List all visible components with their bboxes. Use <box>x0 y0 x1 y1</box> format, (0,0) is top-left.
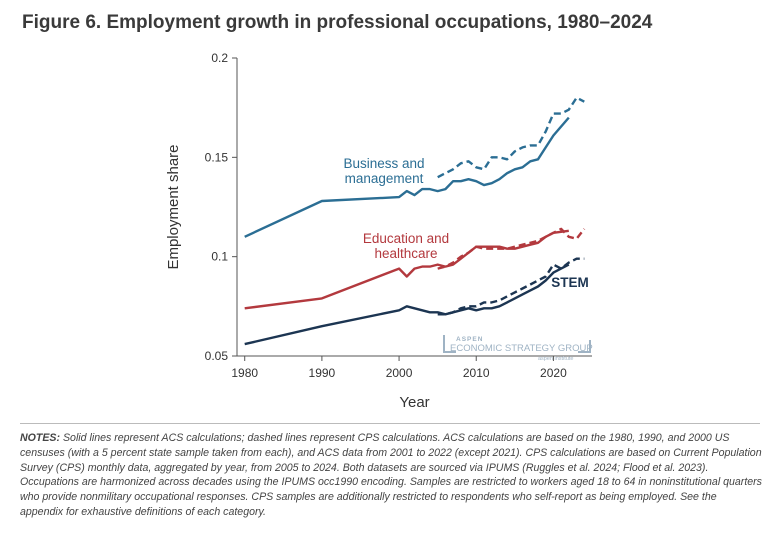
watermark-bracket-left <box>443 335 456 353</box>
employment-line-chart: 0.05 0.1 0.15 0.2 1980 1990 2000 2010 2020 Year Em… <box>165 51 593 411</box>
business-and-management-label: management <box>345 171 424 186</box>
y-axis-label: Employment share <box>165 144 182 269</box>
x-tick-label: 2010 <box>463 366 490 380</box>
stem-acs-line <box>244 263 570 346</box>
business-and-management-label: Business and <box>343 156 424 171</box>
x-tick-label: 2000 <box>386 366 413 380</box>
notes-text: Solid lines represent ACS calculations; … <box>20 432 762 518</box>
watermark-bracket-right <box>578 340 591 353</box>
aspen-watermark-logo: ASPEN ECONOMIC STRATEGY GROUP aspen inst… <box>443 335 593 362</box>
chart-title: Figure 6. Employment growth in professio… <box>22 12 653 33</box>
x-tick-label: 1980 <box>231 366 258 380</box>
education-and-healthcare-cps-line <box>437 227 586 270</box>
business-and-management-acs-line <box>244 116 570 238</box>
x-tick-label: 2020 <box>540 366 567 380</box>
notes-block: NOTES: Solid lines represent ACS calcula… <box>20 431 762 520</box>
education-and-healthcare-label: Education and <box>363 231 449 246</box>
watermark-line3: aspen institute <box>538 356 573 362</box>
education-and-healthcare-label: healthcare <box>374 246 437 261</box>
series-lines <box>244 96 586 346</box>
stem-cps-line <box>437 257 585 316</box>
watermark-line2: ECONOMIC STRATEGY GROUP <box>450 343 593 354</box>
watermark-line1: ASPEN <box>456 336 483 343</box>
business-and-management-cps-line <box>437 96 585 179</box>
y-tick-label: 0.15 <box>205 150 229 164</box>
y-tick-label: 0.1 <box>211 250 228 264</box>
x-tick-label: 1990 <box>309 366 336 380</box>
stem-label: STEM <box>551 275 589 290</box>
y-tick-label: 0.2 <box>211 51 228 65</box>
notes-divider <box>20 423 760 424</box>
axes: 0.05 0.1 0.15 0.2 1980 1990 2000 2010 2020 Year Em… <box>165 51 592 411</box>
x-axis-label: Year <box>399 394 429 411</box>
y-tick-label: 0.05 <box>205 349 229 363</box>
notes-label: NOTES: <box>20 432 61 444</box>
